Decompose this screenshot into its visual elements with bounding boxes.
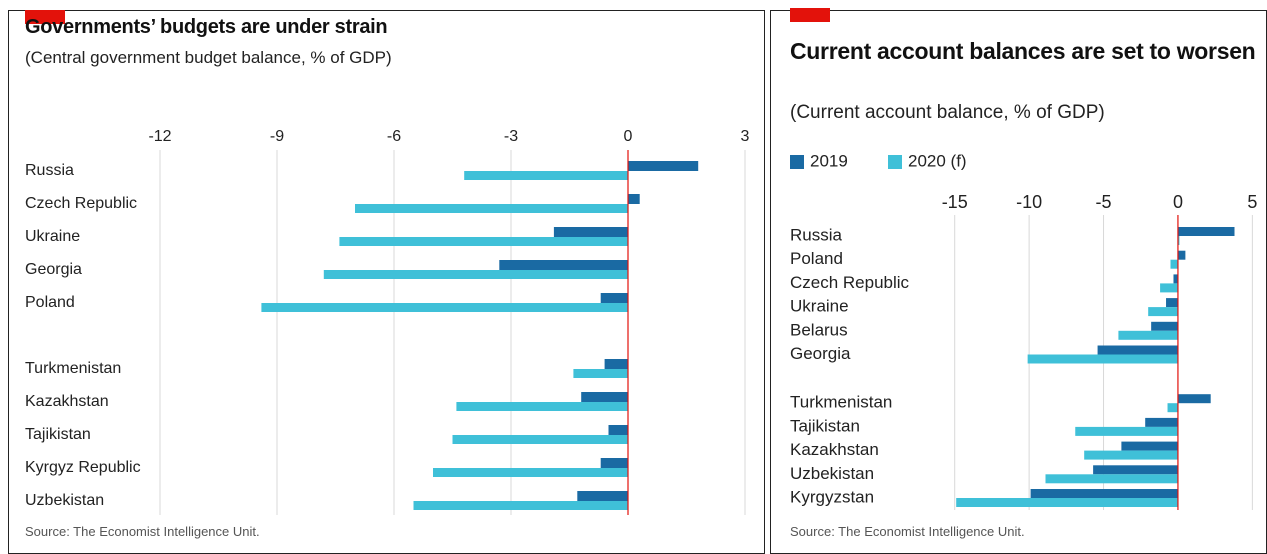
x-tick-label: -3	[504, 128, 518, 145]
bar	[1045, 474, 1178, 484]
bar	[499, 260, 628, 270]
bar	[1075, 426, 1178, 436]
bar	[464, 171, 628, 180]
red-tag	[25, 10, 65, 24]
category-label: Poland	[790, 249, 843, 268]
bar	[553, 227, 628, 237]
category-label: Uzbekistan	[790, 464, 874, 483]
bar	[608, 425, 628, 435]
bar	[339, 237, 628, 246]
category-label: Tajikistan	[790, 416, 860, 435]
bar	[1177, 236, 1180, 245]
bar	[355, 204, 628, 213]
bar	[1027, 354, 1178, 364]
bar	[1177, 394, 1211, 404]
bar	[956, 498, 1178, 507]
bar	[1030, 489, 1178, 498]
chart-subtitle: (Central government budget balance, % of…	[25, 48, 392, 67]
bar	[1173, 274, 1178, 284]
category-label: Kazakhstan	[790, 440, 879, 459]
legend-swatch	[888, 155, 902, 169]
category-label: Turkmenistan	[790, 393, 892, 412]
bar	[1177, 250, 1186, 260]
chart-title: Current account balances are set to wors…	[790, 38, 1256, 64]
bar	[1084, 450, 1178, 460]
bar	[1093, 465, 1178, 475]
bar	[1097, 345, 1178, 355]
x-tick-label: -9	[270, 128, 284, 145]
bar	[1160, 283, 1178, 293]
category-label: Russia	[790, 225, 843, 244]
category-label: Belarus	[790, 320, 848, 339]
bar	[452, 435, 628, 444]
legend-label: 2020 (f)	[908, 151, 967, 170]
x-tick-label: -5	[1096, 192, 1112, 212]
source: Source: The Economist Intelligence Unit.	[25, 524, 260, 539]
category-label: Uzbekistan	[25, 492, 104, 509]
bar	[323, 270, 628, 279]
bar	[456, 402, 628, 411]
legend-swatch	[790, 155, 804, 169]
bar	[1166, 298, 1178, 308]
category-label: Russia	[25, 162, 74, 179]
category-label: Kyrgyz Republic	[25, 459, 141, 476]
bar	[581, 392, 628, 402]
category-label: Czech Republic	[25, 195, 137, 212]
bar	[261, 303, 628, 312]
chart-title: Governments’ budgets are under strain	[25, 16, 388, 38]
bar	[1121, 441, 1178, 451]
category-label: Czech Republic	[790, 273, 910, 292]
bar	[1151, 321, 1178, 331]
x-tick-label: 3	[741, 128, 750, 145]
bar	[1145, 417, 1178, 427]
category-label: Turkmenistan	[25, 360, 121, 377]
chart-subtitle: (Current account balance, % of GDP)	[790, 102, 1105, 123]
x-tick-label: -15	[942, 192, 968, 212]
source: Source: The Economist Intelligence Unit.	[790, 524, 1025, 539]
category-label: Georgia	[790, 344, 851, 363]
category-label: Tajikistan	[25, 426, 91, 443]
bar	[1170, 259, 1178, 269]
category-label: Ukraine	[790, 297, 849, 316]
x-tick-label: -6	[387, 128, 401, 145]
category-label: Kyrgyzstan	[790, 487, 874, 506]
x-tick-label: 5	[1247, 192, 1257, 212]
category-label: Kazakhstan	[25, 393, 109, 410]
bar	[600, 458, 628, 468]
category-label: Ukraine	[25, 228, 80, 245]
category-label: Poland	[25, 294, 75, 311]
x-tick-label: -10	[1016, 192, 1042, 212]
bar	[600, 293, 628, 303]
bar	[1148, 307, 1178, 317]
bar	[1177, 227, 1235, 236]
bar	[628, 161, 699, 171]
bar	[1167, 403, 1178, 413]
bar	[577, 491, 628, 501]
category-label: Georgia	[25, 261, 82, 278]
x-tick-label: 0	[624, 128, 633, 145]
bar	[573, 369, 628, 378]
x-tick-label: 0	[1173, 192, 1183, 212]
bar	[604, 359, 628, 369]
x-tick-label: -12	[148, 128, 171, 145]
bar	[628, 194, 640, 204]
bar	[433, 468, 628, 477]
bar	[1118, 330, 1178, 340]
red-tag	[790, 8, 830, 22]
legend-label: 2019	[810, 151, 848, 170]
bar	[413, 501, 628, 510]
